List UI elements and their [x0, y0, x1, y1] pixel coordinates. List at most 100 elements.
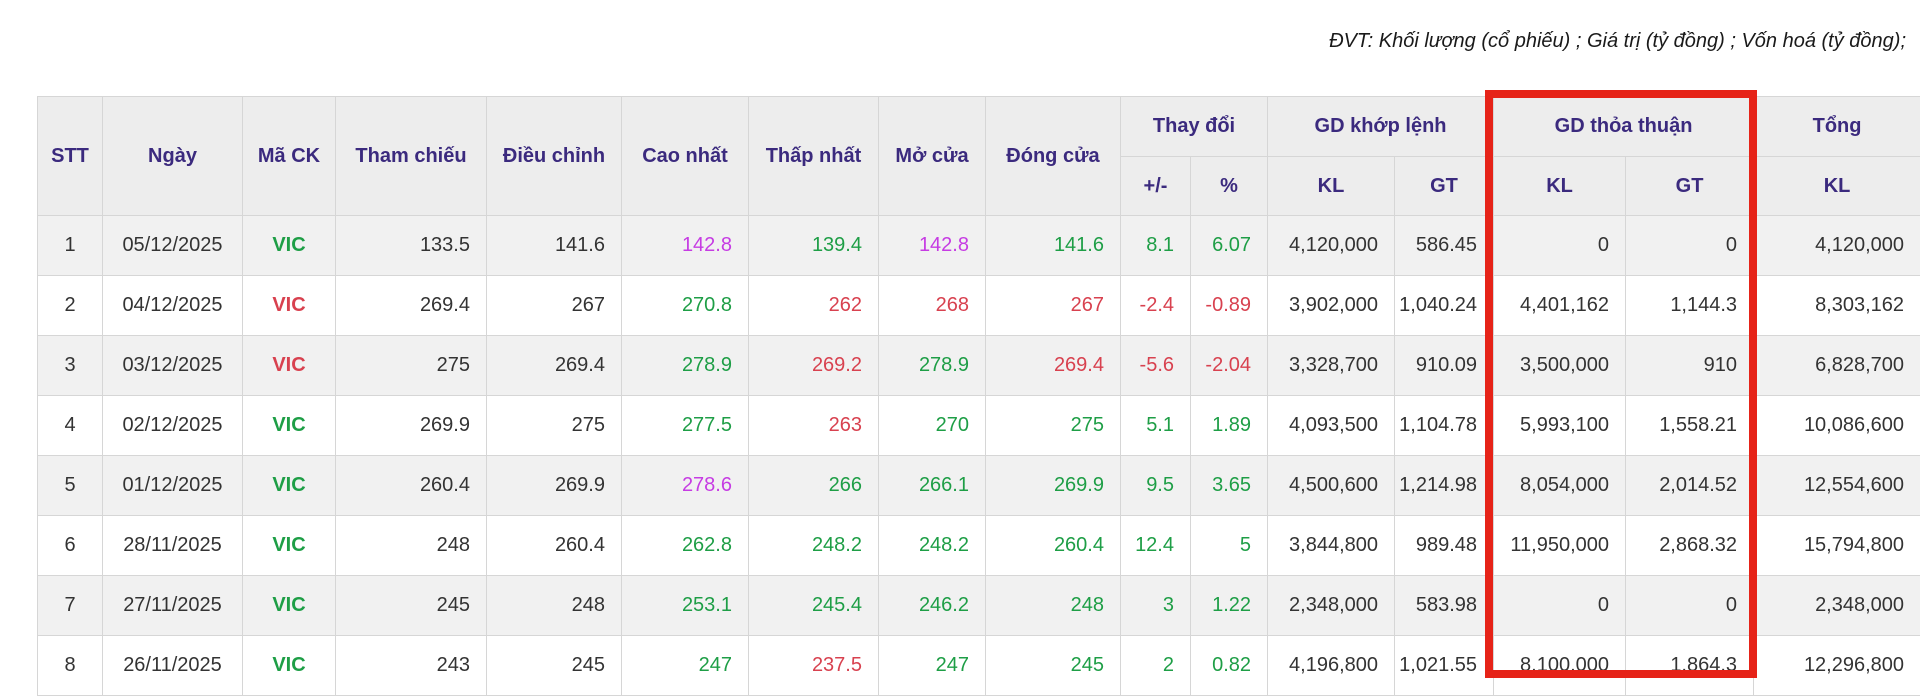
adjusted-price-cell: 248 — [487, 576, 622, 636]
col-header-open: Mở cửa — [879, 97, 986, 216]
putthrough-volume-cell: 8,100,000 — [1494, 636, 1626, 696]
low-price-cell: 269.2 — [749, 336, 879, 396]
ticker-cell[interactable]: VIC — [243, 456, 336, 516]
ticker-cell[interactable]: VIC — [243, 516, 336, 576]
change-pct-cell: 1.89 — [1191, 396, 1268, 456]
change-abs-cell: 5.1 — [1121, 396, 1191, 456]
total-volume-cell: 15,794,800 — [1754, 516, 1920, 576]
total-volume-cell: 10,086,600 — [1754, 396, 1920, 456]
close-price-cell: 141.6 — [986, 216, 1121, 276]
putthrough-value-cell: 1,864.3 — [1626, 636, 1754, 696]
open-price-cell: 270 — [879, 396, 986, 456]
low-price-cell: 266 — [749, 456, 879, 516]
close-price-cell: 260.4 — [986, 516, 1121, 576]
total-volume-cell: 2,348,000 — [1754, 576, 1920, 636]
putthrough-value-cell: 910 — [1626, 336, 1754, 396]
close-price-cell: 269.9 — [986, 456, 1121, 516]
putthrough-value-cell: 2,014.52 — [1626, 456, 1754, 516]
col-header-high: Cao nhất — [622, 97, 749, 216]
change-abs-cell: 2 — [1121, 636, 1191, 696]
matched-value-cell: 586.45 — [1395, 216, 1494, 276]
total-volume-cell: 4,120,000 — [1754, 216, 1920, 276]
matched-volume-cell: 4,196,800 — [1268, 636, 1395, 696]
change-pct-cell: 1.22 — [1191, 576, 1268, 636]
putthrough-value-cell: 0 — [1626, 576, 1754, 636]
reference-price-cell: 275 — [336, 336, 487, 396]
sub-header-putthrough-value: GT — [1626, 157, 1754, 216]
adjusted-price-cell: 269.4 — [487, 336, 622, 396]
col-header-low: Thấp nhất — [749, 97, 879, 216]
low-price-cell: 248.2 — [749, 516, 879, 576]
stt-cell: 2 — [38, 276, 103, 336]
high-price-cell: 142.8 — [622, 216, 749, 276]
change-pct-cell: -0.89 — [1191, 276, 1268, 336]
stt-cell: 8 — [38, 636, 103, 696]
reference-price-cell: 269.9 — [336, 396, 487, 456]
sub-header-change-pct: % — [1191, 157, 1268, 216]
ticker-cell[interactable]: VIC — [243, 276, 336, 336]
ticker-cell[interactable]: VIC — [243, 636, 336, 696]
date-cell: 05/12/2025 — [103, 216, 243, 276]
change-abs-cell: 3 — [1121, 576, 1191, 636]
change-pct-cell: 5 — [1191, 516, 1268, 576]
close-price-cell: 269.4 — [986, 336, 1121, 396]
ticker-cell[interactable]: VIC — [243, 396, 336, 456]
total-volume-cell: 12,296,800 — [1754, 636, 1920, 696]
ticker-cell[interactable]: VIC — [243, 576, 336, 636]
change-abs-cell: -2.4 — [1121, 276, 1191, 336]
change-abs-cell: 9.5 — [1121, 456, 1191, 516]
ticker-cell[interactable]: VIC — [243, 336, 336, 396]
reference-price-cell: 245 — [336, 576, 487, 636]
putthrough-value-cell: 1,558.21 — [1626, 396, 1754, 456]
group-header-order-matching: GD khớp lệnh — [1268, 97, 1494, 157]
date-cell: 01/12/2025 — [103, 456, 243, 516]
matched-value-cell: 1,104.78 — [1395, 396, 1494, 456]
change-pct-cell: 0.82 — [1191, 636, 1268, 696]
change-pct-cell: 6.07 — [1191, 216, 1268, 276]
putthrough-volume-cell: 8,054,000 — [1494, 456, 1626, 516]
low-price-cell: 262 — [749, 276, 879, 336]
adjusted-price-cell: 269.9 — [487, 456, 622, 516]
matched-volume-cell: 4,093,500 — [1268, 396, 1395, 456]
matched-value-cell: 1,214.98 — [1395, 456, 1494, 516]
unit-note: ĐVT: Khối lượng (cổ phiếu) ; Giá trị (tỷ… — [1329, 30, 1906, 53]
high-price-cell: 253.1 — [622, 576, 749, 636]
low-price-cell: 237.5 — [749, 636, 879, 696]
col-header-adjusted: Điều chỉnh — [487, 97, 622, 216]
sub-header-total-volume: KL — [1754, 157, 1920, 216]
putthrough-volume-cell: 4,401,162 — [1494, 276, 1626, 336]
sub-header-putthrough-volume: KL — [1494, 157, 1626, 216]
adjusted-price-cell: 275 — [487, 396, 622, 456]
total-volume-cell: 6,828,700 — [1754, 336, 1920, 396]
col-header-stt: STT — [38, 97, 103, 216]
open-price-cell: 268 — [879, 276, 986, 336]
putthrough-value-cell: 2,868.32 — [1626, 516, 1754, 576]
close-price-cell: 267 — [986, 276, 1121, 336]
ticker-cell[interactable]: VIC — [243, 216, 336, 276]
group-header-change: Thay đổi — [1121, 97, 1268, 157]
putthrough-volume-cell: 0 — [1494, 216, 1626, 276]
table-header: STT Ngày Mã CK Tham chiếu Điều chỉnh Cao… — [38, 97, 1920, 216]
stt-cell: 5 — [38, 456, 103, 516]
open-price-cell: 266.1 — [879, 456, 986, 516]
high-price-cell: 278.9 — [622, 336, 749, 396]
date-cell: 27/11/2025 — [103, 576, 243, 636]
adjusted-price-cell: 260.4 — [487, 516, 622, 576]
reference-price-cell: 260.4 — [336, 456, 487, 516]
open-price-cell: 278.9 — [879, 336, 986, 396]
putthrough-volume-cell: 11,950,000 — [1494, 516, 1626, 576]
col-header-close: Đóng cửa — [986, 97, 1121, 216]
col-header-date: Ngày — [103, 97, 243, 216]
sub-header-matched-value: GT — [1395, 157, 1494, 216]
adjusted-price-cell: 141.6 — [487, 216, 622, 276]
matched-value-cell: 583.98 — [1395, 576, 1494, 636]
date-cell: 04/12/2025 — [103, 276, 243, 336]
